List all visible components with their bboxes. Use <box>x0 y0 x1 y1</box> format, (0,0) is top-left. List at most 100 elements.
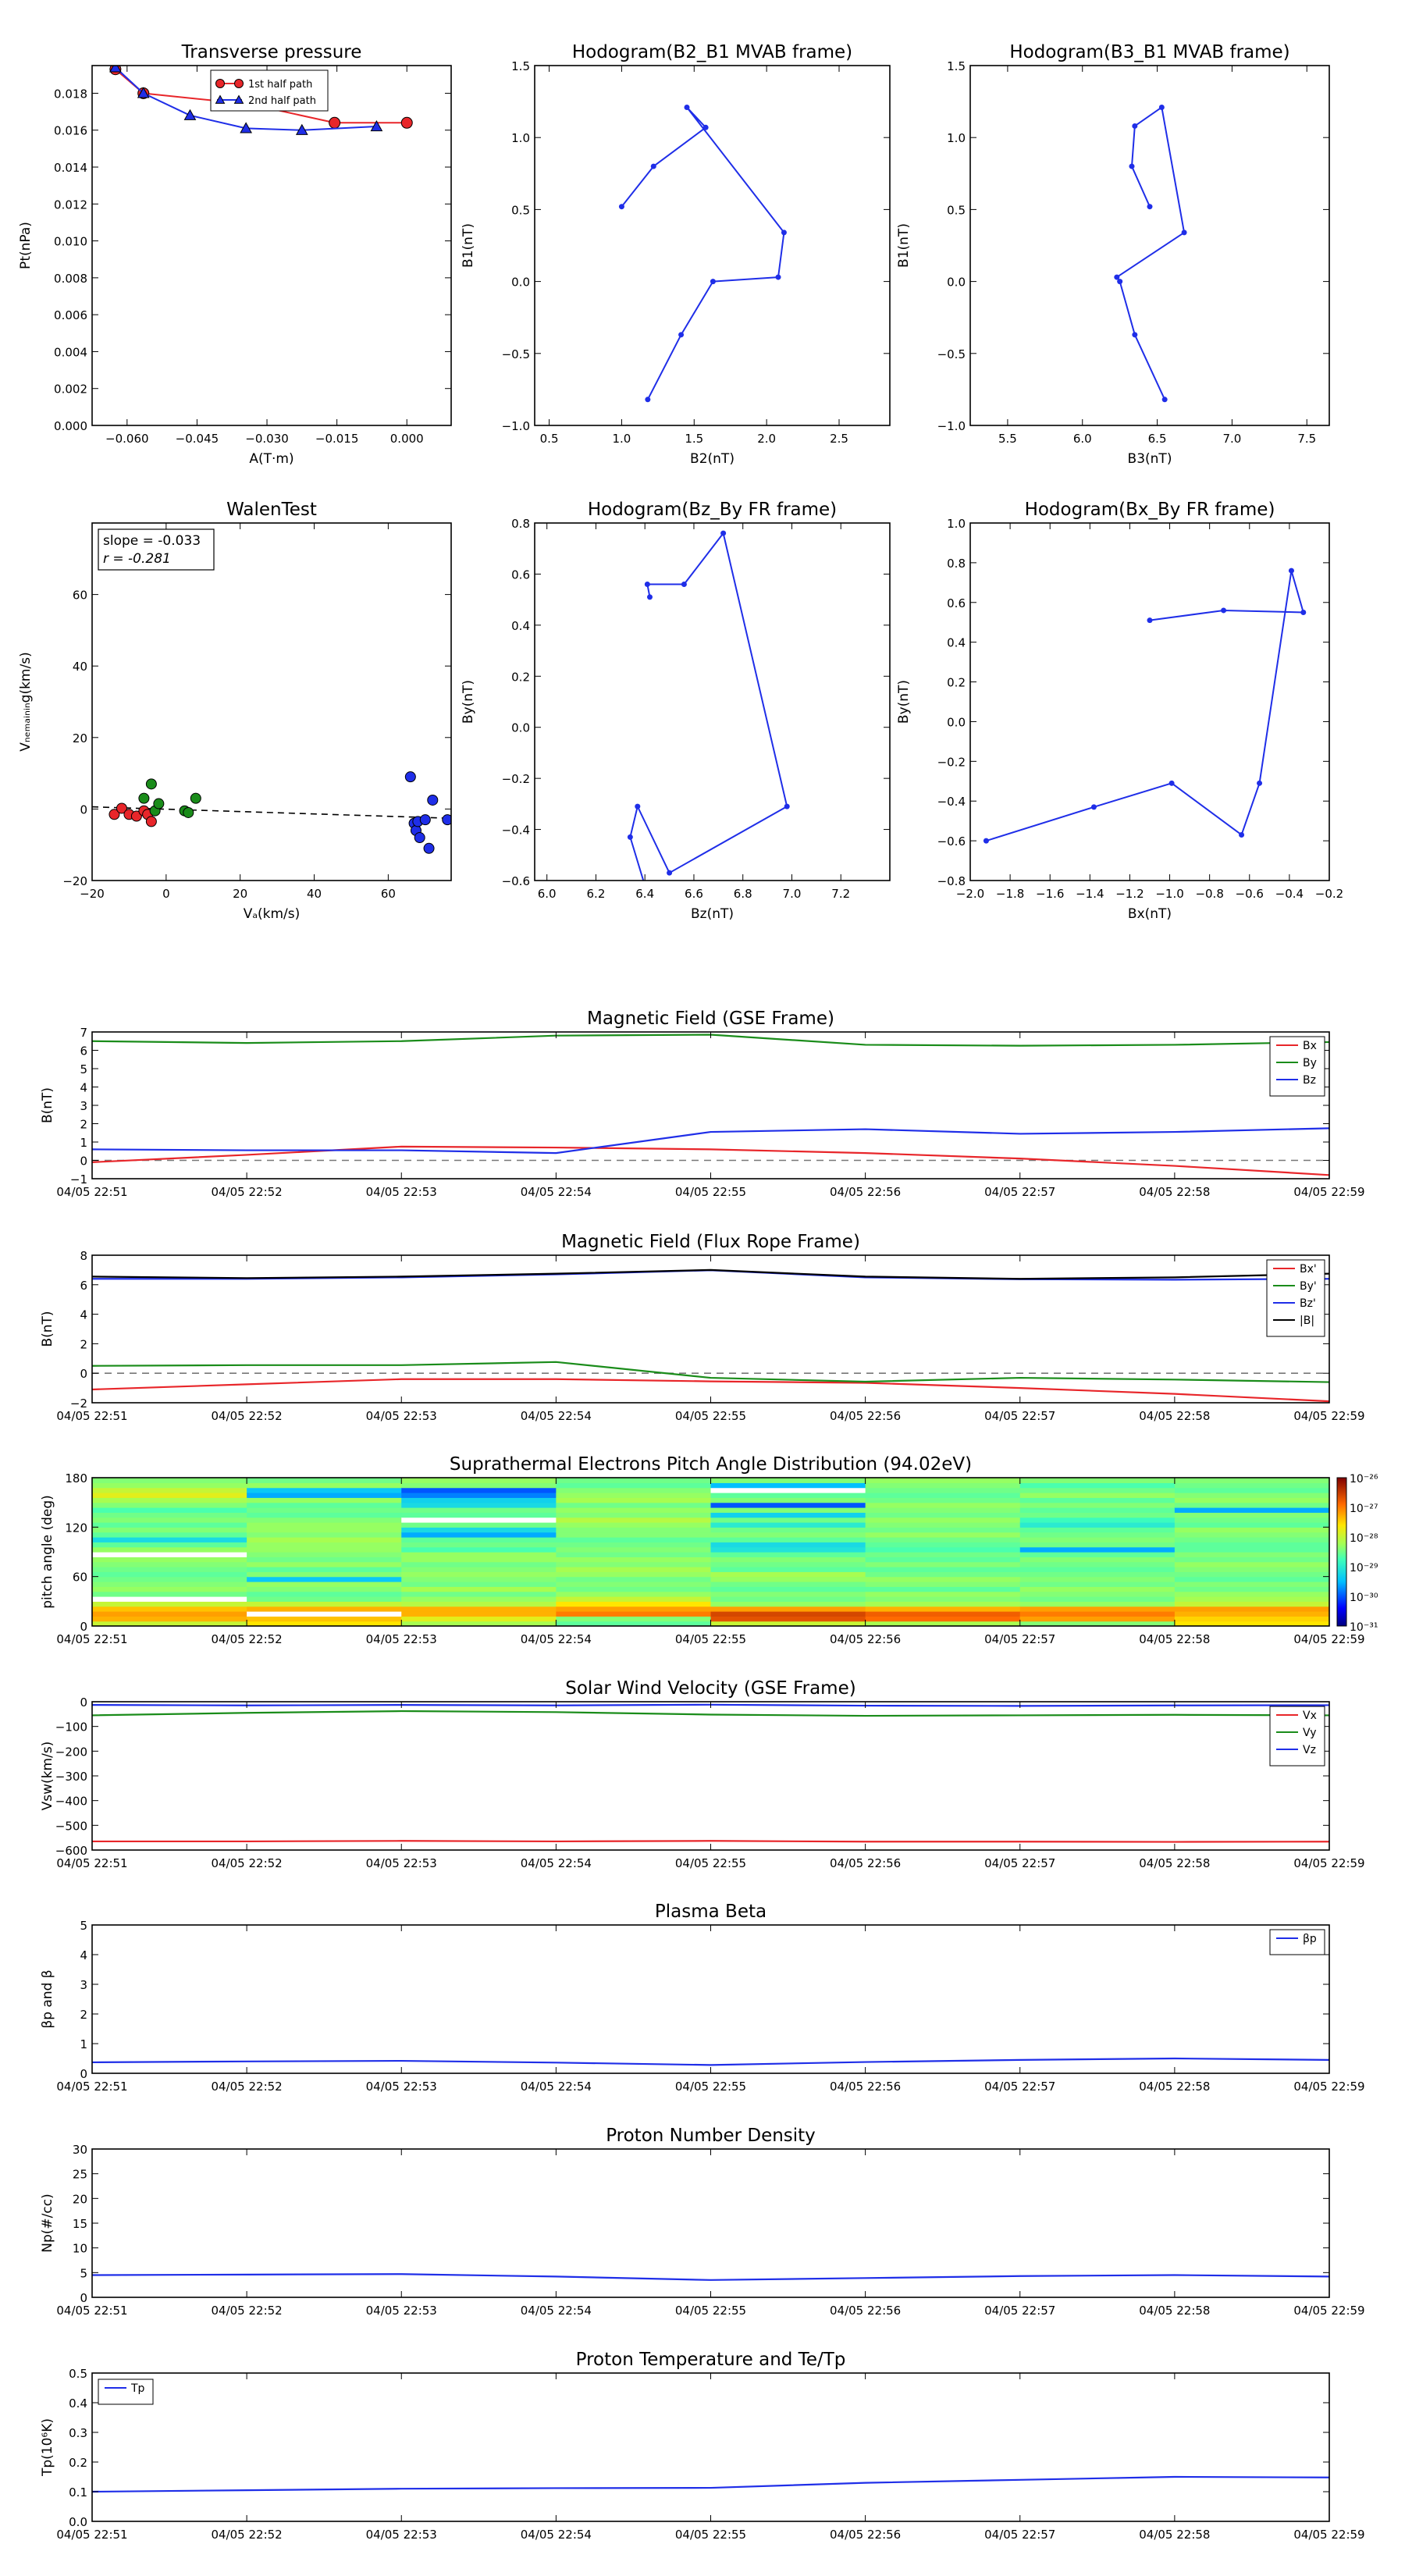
y-tick-label: 0.2 <box>511 670 530 684</box>
x-tick-label: 04/05 22:53 <box>366 2528 437 2542</box>
y-tick-label: 1 <box>80 2037 87 2051</box>
heatmap-cell <box>401 1542 557 1548</box>
heatmap-cell <box>247 1493 402 1498</box>
heatmap-cell <box>710 1542 866 1548</box>
plot-area <box>92 1478 1329 1626</box>
y-tick-label: 2 <box>80 2008 87 2022</box>
y-tick-label: 0.000 <box>54 419 87 433</box>
chart-title: Hodogram(B2_B1 MVAB frame) <box>572 42 852 62</box>
heatmap-cell <box>556 1591 712 1597</box>
chart-4: −0.6 −0.4 −0.2 0.0 0.2 0.4 0.6 0.8 6.0 6.2 6.4 6.6 6… <box>461 500 891 922</box>
y-tick-label: 0.012 <box>54 197 87 212</box>
x-tick-label: 6.0 <box>1073 432 1092 446</box>
heatmap-cell <box>556 1482 712 1489</box>
heatmap-cell <box>247 1527 402 1533</box>
plot-frame <box>91 65 452 426</box>
legend-label: By <box>1303 1057 1317 1069</box>
y-tick-label: 120 <box>65 1521 87 1535</box>
plot-area <box>92 1703 1329 1843</box>
y-tick-label: −300 <box>55 1770 87 1784</box>
heatmap-cell <box>247 1512 402 1518</box>
colorbar-tick-label: 10⁻²⁷ <box>1350 1503 1378 1515</box>
y-tick-label: 0.1 <box>69 2485 87 2500</box>
x-tick-label: 04/05 22:56 <box>830 2080 901 2094</box>
heatmap-cell <box>1019 1507 1176 1513</box>
heatmap-cell <box>1019 1621 1176 1626</box>
x-tick-label: 5.5 <box>998 432 1017 446</box>
legend-label: Bx' <box>1300 1263 1317 1276</box>
chart-1: −1.0 −0.5 0.0 0.5 1.0 1.5 0.5 1.0 1.5 2.0 2.5 Hodog… <box>461 42 891 467</box>
plot-area <box>109 66 413 135</box>
series-line <box>1115 106 1186 400</box>
data-point <box>145 816 157 827</box>
y-tick-label: 60 <box>73 589 87 603</box>
y-tick-label: 0.014 <box>54 161 87 175</box>
heatmap-cell <box>247 1567 402 1572</box>
heatmap-cell <box>556 1582 712 1587</box>
x-tick-label: 04/05 22:57 <box>984 2304 1055 2318</box>
x-tick-label: 04/05 22:56 <box>830 2304 901 2318</box>
heatmap-cell <box>1174 1601 1329 1607</box>
heatmap-cell <box>865 1493 1021 1498</box>
y-tick-label: 0 <box>80 1155 87 1169</box>
y-tick-label: −0.8 <box>937 874 966 888</box>
heatmap-cell <box>556 1502 712 1508</box>
x-tick-label: 60 <box>381 887 396 901</box>
x-tick-label: 6.5 <box>1148 432 1167 446</box>
colorbar-tick-label: 10⁻²⁹ <box>1350 1562 1378 1574</box>
x-tick-label: 04/05 22:58 <box>1139 2080 1210 2094</box>
data-point <box>1168 780 1175 786</box>
heatmap-cell <box>247 1606 402 1612</box>
heatmap-cell <box>556 1571 712 1578</box>
data-point <box>1132 123 1138 129</box>
heatmap-cell <box>1174 1482 1329 1489</box>
heatmap-cell <box>247 1502 402 1508</box>
heatmap-cell <box>401 1546 557 1553</box>
heatmap-cell <box>247 1586 402 1592</box>
y-tick-label: 1.5 <box>947 59 966 73</box>
data-point <box>702 124 709 130</box>
data-point <box>145 778 157 790</box>
x-tick-label: −0.8 <box>1195 887 1223 901</box>
data-point <box>427 794 439 806</box>
heatmap-cell <box>401 1482 557 1489</box>
series-line <box>115 66 377 131</box>
x-tick-label: 04/05 22:55 <box>675 2304 746 2318</box>
chart-title: Magnetic Field (Flux Rope Frame) <box>561 1232 860 1252</box>
x-tick-label: −0.015 <box>315 432 359 446</box>
plot-area <box>92 771 451 854</box>
chart-3: −20 0 20 40 60 −20 0 20 40 60 WalenTest Vₙₑₘₐᵢₙᵢₙg(… <box>18 500 452 922</box>
x-tick-label: −0.030 <box>245 432 289 446</box>
heatmap-cell <box>710 1546 866 1553</box>
x-axis-label: Bx(nT) <box>1128 906 1172 922</box>
y-tick-label: 0 <box>80 802 87 817</box>
heatmap-cell <box>1174 1616 1329 1622</box>
x-tick-label: −1.4 <box>1076 887 1104 901</box>
heatmap-cell <box>865 1482 1021 1489</box>
colorbar-tick-label: 10⁻³⁰ <box>1350 1592 1378 1604</box>
y-tick-label: 6 <box>80 1044 87 1059</box>
heatmap-cell <box>92 1552 247 1557</box>
y-tick-label: 2 <box>80 1337 87 1351</box>
x-tick-label: 04/05 22:55 <box>675 1632 746 1646</box>
x-tick-label: 04/05 22:56 <box>830 1185 901 1199</box>
x-tick-label: 04/05 22:54 <box>521 1632 592 1646</box>
y-tick-label: 10 <box>73 2242 87 2256</box>
heatmap-cell <box>865 1552 1021 1557</box>
legend-label: By' <box>1300 1280 1317 1293</box>
heatmap-cell <box>1019 1606 1176 1612</box>
heatmap-cell <box>247 1561 402 1567</box>
heatmap-cell <box>92 1621 247 1626</box>
heatmap-cell <box>92 1586 247 1592</box>
x-axis-label: B2(nT) <box>690 451 735 467</box>
y-axis-label: βp and β <box>40 1969 55 2028</box>
plot-frame <box>91 1031 1330 1179</box>
y-tick-label: −1 <box>70 1172 87 1187</box>
x-tick-label: 04/05 22:54 <box>521 1409 592 1423</box>
data-point <box>400 116 413 129</box>
y-tick-label: 0.8 <box>511 517 530 531</box>
x-axis-label: B3(nT) <box>1128 451 1172 467</box>
y-tick-label: 15 <box>73 2217 87 2231</box>
x-tick-label: −0.060 <box>105 432 149 446</box>
data-point <box>618 204 624 210</box>
